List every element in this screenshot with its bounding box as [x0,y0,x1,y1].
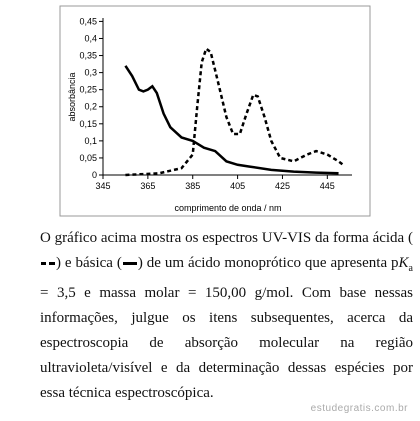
y-tick-label: 0,3 [84,68,97,78]
y-tick-label: 0,2 [84,102,97,112]
y-tick-label: 0,25 [79,85,97,95]
question-text: O gráfico acima mostra os espectros UV-V… [40,226,413,406]
chart-frame [59,5,371,217]
text: ) de um ácido monoprótico que apresenta … [137,255,399,271]
text: = 3,5 e massa molar = 150,00 g/mol. Com … [40,285,413,401]
spectrum-line [124,65,339,175]
x-tick-label: 445 [320,181,335,191]
x-tick-label: 345 [95,181,110,191]
y-axis-label: absorbância [67,72,77,121]
chart: comprimento de onda / nm absorbância 0 0,… [59,5,371,217]
text: K [398,255,409,271]
watermark: estudegratis.com.br [310,403,408,414]
x-tick-label: 365 [140,181,155,191]
text: a [408,263,413,274]
solid-glyph [122,262,137,266]
text: ) e básica ( [56,255,122,271]
spectrum-line [125,46,344,177]
y-tick-label: 0 [92,170,97,180]
text: O gráfico acima mostra os espectros UV-V… [40,230,413,246]
x-tick-label: 385 [185,181,200,191]
dashed-glyph [41,262,55,266]
y-tick-label: 0,15 [79,119,97,129]
y-tick-label: 0,45 [79,16,97,26]
x-tick-label: 425 [275,181,290,191]
y-tick-label: 0,35 [79,51,97,61]
y-tick-label: 0,4 [84,33,97,43]
x-tick-label: 405 [230,181,245,191]
y-tick-label: 0,1 [84,136,97,146]
y-tick-label: 0,05 [79,153,97,163]
x-axis-label: comprimento de onda / nm [174,203,281,213]
